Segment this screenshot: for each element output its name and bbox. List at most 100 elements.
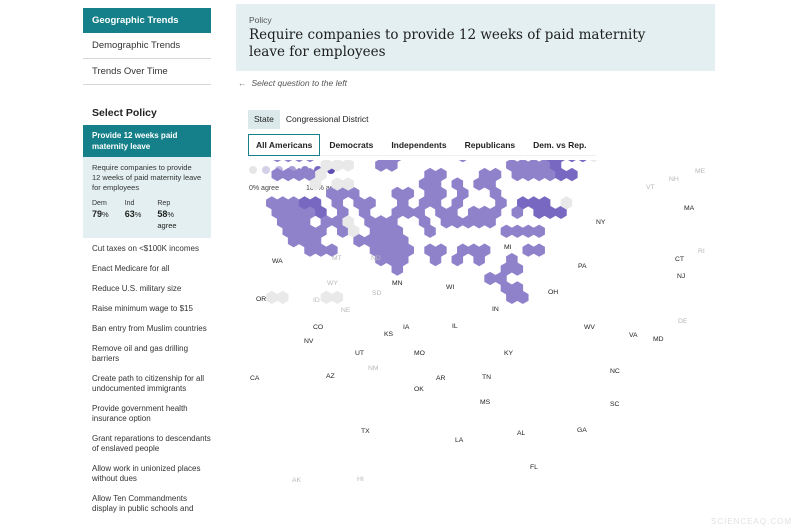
state-wv[interactable] bbox=[495, 196, 524, 219]
state-hex[interactable] bbox=[556, 160, 567, 163]
filter-democrats[interactable]: Democrats bbox=[320, 134, 383, 156]
state-hex[interactable] bbox=[522, 224, 535, 238]
state-hex[interactable] bbox=[309, 177, 322, 191]
policy-item[interactable]: Allow Ten Commandments display in public… bbox=[92, 494, 194, 513]
back-link[interactable]: ← Select question to the left bbox=[238, 78, 347, 88]
state-hex[interactable] bbox=[566, 167, 578, 182]
policy-item[interactable]: Create path to citizenship for all undoc… bbox=[92, 374, 205, 393]
state-hex[interactable] bbox=[560, 196, 573, 210]
state-hex[interactable] bbox=[353, 234, 365, 248]
policy-item[interactable]: Cut taxes on <$100K incomes bbox=[92, 244, 199, 253]
state-hex[interactable] bbox=[429, 252, 442, 267]
state-mn[interactable] bbox=[375, 160, 403, 172]
policy-item-active[interactable]: Provide 12 weeks paid maternity leave bbox=[83, 125, 211, 157]
state-hex[interactable] bbox=[320, 215, 333, 229]
policy-item[interactable]: Raise minimum wage to $15 bbox=[92, 304, 193, 313]
filter-independents[interactable]: Independents bbox=[382, 134, 456, 156]
state-in[interactable] bbox=[451, 177, 469, 210]
state-az[interactable] bbox=[320, 215, 349, 238]
state-hex[interactable] bbox=[326, 243, 338, 257]
nav-demographic-trends[interactable]: Demographic Trends bbox=[83, 33, 211, 59]
state-hex[interactable] bbox=[484, 271, 496, 286]
state-hex[interactable] bbox=[555, 167, 567, 182]
state-ar[interactable] bbox=[418, 215, 436, 238]
state-ia[interactable] bbox=[391, 186, 414, 201]
state-hex[interactable] bbox=[331, 290, 344, 305]
state-ak[interactable] bbox=[266, 290, 289, 305]
state-nv[interactable] bbox=[298, 196, 327, 219]
policy-item[interactable]: Allow work in unionized places without d… bbox=[92, 464, 201, 483]
state-hex[interactable] bbox=[533, 205, 545, 219]
state-ky[interactable] bbox=[467, 205, 502, 219]
state-hex[interactable] bbox=[276, 290, 289, 305]
state-md[interactable] bbox=[533, 205, 556, 219]
policy-item[interactable]: Enact Medicare for all bbox=[92, 264, 170, 273]
state-ks[interactable] bbox=[353, 196, 376, 219]
state-sc[interactable] bbox=[522, 243, 545, 257]
state-hex[interactable] bbox=[298, 196, 311, 210]
filter-dem-vs-rep[interactable]: Dem. vs Rep. bbox=[524, 134, 596, 156]
state-hex[interactable] bbox=[331, 177, 344, 191]
state-hex[interactable] bbox=[293, 167, 305, 182]
state-hex[interactable] bbox=[392, 160, 403, 163]
state-oh[interactable] bbox=[473, 167, 502, 201]
state-hex[interactable] bbox=[577, 160, 588, 163]
state-wi[interactable] bbox=[418, 167, 447, 191]
state-hex[interactable] bbox=[588, 160, 599, 163]
state-ri[interactable] bbox=[588, 160, 599, 163]
state-hex[interactable] bbox=[320, 290, 333, 305]
state-hex[interactable] bbox=[566, 160, 577, 163]
state-hex[interactable] bbox=[451, 252, 464, 267]
state-hex[interactable] bbox=[451, 196, 464, 210]
filter-all-americans[interactable]: All Americans bbox=[248, 134, 321, 156]
state-hex[interactable] bbox=[294, 160, 305, 163]
state-hex[interactable] bbox=[418, 196, 431, 210]
policy-item[interactable]: Provide government health insurance opti… bbox=[92, 404, 188, 423]
state-id[interactable] bbox=[309, 167, 327, 191]
state-hex[interactable] bbox=[305, 160, 316, 163]
state-hex[interactable] bbox=[462, 215, 474, 229]
state-mo[interactable] bbox=[391, 196, 425, 219]
state-hex[interactable] bbox=[511, 167, 524, 182]
state-or[interactable] bbox=[271, 167, 316, 182]
state-nm[interactable] bbox=[342, 215, 360, 238]
state-hex[interactable] bbox=[473, 252, 485, 267]
filter-republicans[interactable]: Republicans bbox=[455, 134, 525, 156]
state-wa[interactable] bbox=[272, 160, 316, 163]
state-hex[interactable] bbox=[484, 215, 496, 229]
state-hex[interactable] bbox=[451, 215, 464, 229]
state-hex[interactable] bbox=[544, 205, 556, 219]
state-nc[interactable] bbox=[500, 224, 545, 238]
policy-item[interactable]: Grant reparations to descendants of ensl… bbox=[92, 434, 211, 453]
state-wy[interactable] bbox=[320, 160, 344, 172]
state-hex[interactable] bbox=[386, 160, 398, 172]
state-hex[interactable] bbox=[500, 224, 513, 238]
state-hex[interactable] bbox=[511, 224, 524, 238]
state-pa[interactable] bbox=[506, 160, 556, 182]
state-hex[interactable] bbox=[266, 290, 278, 305]
state-hex[interactable] bbox=[397, 196, 409, 210]
state-il[interactable] bbox=[418, 186, 458, 219]
state-hex[interactable] bbox=[511, 205, 524, 219]
state-hex[interactable] bbox=[506, 252, 518, 267]
policy-item[interactable]: Ban entry from Muslim countries bbox=[92, 324, 207, 333]
state-hex[interactable] bbox=[381, 160, 392, 163]
state-tn[interactable] bbox=[440, 215, 496, 229]
policy-item[interactable]: Reduce U.S. military size bbox=[92, 284, 182, 293]
nav-geographic-trends[interactable]: Geographic Trends bbox=[83, 8, 211, 33]
state-hex[interactable] bbox=[506, 290, 518, 305]
state-hex[interactable] bbox=[391, 262, 404, 276]
state-ny[interactable] bbox=[528, 160, 577, 163]
state-hex[interactable] bbox=[440, 215, 453, 229]
tab-state[interactable]: State bbox=[248, 110, 280, 129]
state-hex[interactable] bbox=[545, 160, 556, 163]
state-nj[interactable] bbox=[549, 160, 578, 182]
nav-trends-over-time[interactable]: Trends Over Time bbox=[83, 59, 211, 85]
state-hex[interactable] bbox=[271, 167, 284, 182]
state-hex[interactable] bbox=[457, 160, 468, 163]
state-ne[interactable] bbox=[331, 177, 354, 191]
policy-item[interactable]: Remove oil and gas drilling barriers bbox=[92, 344, 189, 363]
state-hex[interactable] bbox=[533, 167, 545, 182]
state-hex[interactable] bbox=[424, 224, 436, 238]
state-fl[interactable] bbox=[484, 271, 529, 305]
